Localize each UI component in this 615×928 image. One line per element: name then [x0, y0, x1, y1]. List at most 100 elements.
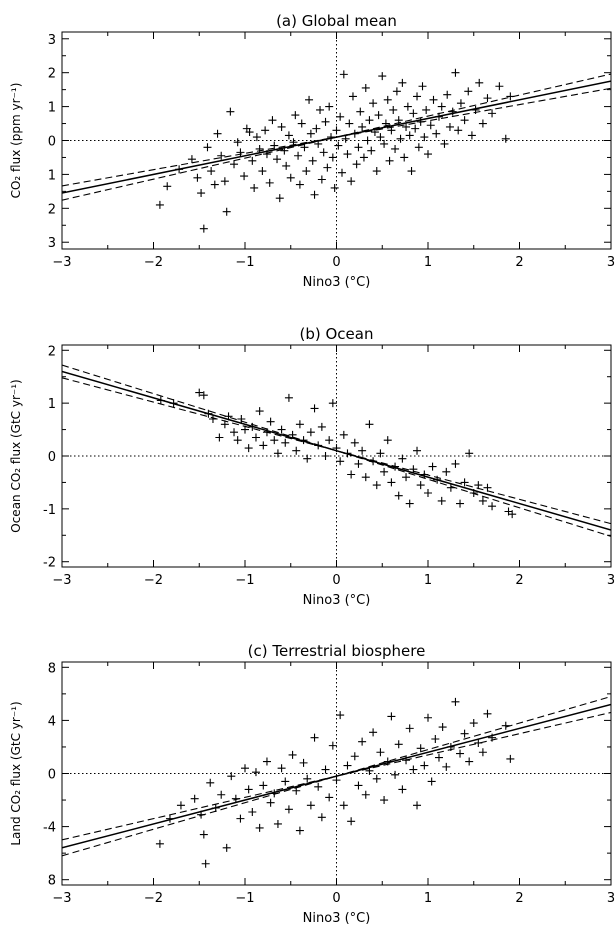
data-point — [354, 459, 363, 468]
data-point — [302, 167, 311, 176]
data-point — [469, 719, 478, 728]
data-point — [361, 790, 370, 799]
data-point — [396, 134, 405, 143]
data-point — [431, 734, 440, 743]
data-point — [306, 801, 315, 810]
data-point — [438, 723, 447, 732]
y-tick-label: -4 — [43, 821, 56, 836]
y-tick-label: 0 — [48, 768, 56, 783]
data-point — [195, 388, 204, 397]
x-tick-label: 0 — [332, 891, 340, 906]
data-point — [347, 470, 356, 479]
data-point — [297, 119, 306, 128]
data-point — [217, 151, 226, 160]
data-point — [437, 102, 446, 111]
data-point — [369, 728, 378, 737]
data-point — [332, 776, 341, 785]
data-point — [451, 68, 460, 77]
data-point — [204, 409, 213, 418]
data-point — [330, 183, 339, 192]
data-point — [383, 95, 392, 104]
x-tick-label: 3 — [607, 255, 615, 270]
y-tick-label: 3 — [48, 236, 56, 251]
data-point — [156, 396, 165, 405]
y-axis-label: CO₂ flux (ppm yr⁻¹) — [9, 83, 23, 199]
data-point — [432, 129, 441, 138]
data-point — [266, 798, 275, 807]
data-point — [394, 116, 403, 125]
data-point — [328, 399, 337, 408]
data-point — [292, 446, 301, 455]
x-tick-label: 0 — [332, 255, 340, 270]
data-point — [350, 438, 359, 447]
data-point — [398, 78, 407, 87]
data-point — [352, 160, 361, 169]
data-point — [199, 224, 208, 233]
data-point — [420, 761, 429, 770]
data-point — [325, 793, 334, 802]
data-point — [471, 105, 480, 114]
data-point — [289, 138, 298, 147]
data-point — [356, 107, 365, 116]
data-point — [236, 814, 245, 823]
y-tick-label: 2 — [48, 344, 56, 359]
data-point — [248, 156, 257, 165]
data-point — [319, 148, 328, 157]
data-point — [175, 165, 184, 174]
data-point — [316, 105, 325, 114]
data-point — [409, 109, 418, 118]
data-point — [281, 438, 290, 447]
data-point — [478, 496, 487, 505]
data-point — [308, 156, 317, 165]
data-point — [336, 457, 345, 466]
data-point — [365, 766, 374, 775]
data-point — [169, 399, 178, 408]
data-point — [288, 750, 297, 759]
data-point — [224, 412, 233, 421]
data-point — [361, 473, 370, 482]
data-point — [501, 134, 510, 143]
data-point — [155, 200, 164, 209]
data-point — [339, 430, 348, 439]
data-point — [391, 144, 400, 153]
data-point — [284, 393, 293, 402]
y-axis-label: Land CO₂ flux (GtC yr⁻¹) — [9, 701, 23, 845]
x-tick-label: −2 — [144, 891, 163, 906]
data-point — [266, 417, 275, 426]
data-point — [284, 805, 293, 814]
data-point — [255, 144, 264, 153]
data-point — [402, 756, 411, 765]
data-point — [233, 138, 242, 147]
data-point — [405, 131, 414, 140]
data-point — [325, 102, 334, 111]
x-tick-label: 0 — [332, 573, 340, 588]
data-point — [422, 105, 431, 114]
data-point — [305, 95, 314, 104]
data-point — [306, 129, 315, 138]
x-tick-label: −1 — [235, 891, 254, 906]
data-point — [303, 454, 312, 463]
data-point — [370, 128, 379, 137]
data-point — [339, 70, 348, 79]
data-point — [244, 785, 253, 794]
data-point — [303, 774, 312, 783]
data-point — [197, 189, 206, 198]
data-point — [434, 112, 443, 121]
data-point — [359, 153, 368, 162]
data-point — [240, 172, 249, 181]
data-point — [222, 207, 231, 216]
data-point — [237, 415, 246, 423]
data-point — [343, 150, 352, 159]
data-point — [310, 404, 319, 413]
data-point — [336, 112, 345, 121]
data-point — [413, 801, 422, 810]
data-point — [418, 82, 427, 91]
data-point — [317, 813, 326, 822]
y-tick-label: 2 — [48, 202, 56, 217]
data-point — [334, 141, 343, 150]
data-point — [339, 801, 348, 810]
data-point — [424, 713, 432, 722]
data-point — [380, 139, 389, 148]
data-point — [416, 117, 425, 126]
data-point — [206, 778, 215, 787]
